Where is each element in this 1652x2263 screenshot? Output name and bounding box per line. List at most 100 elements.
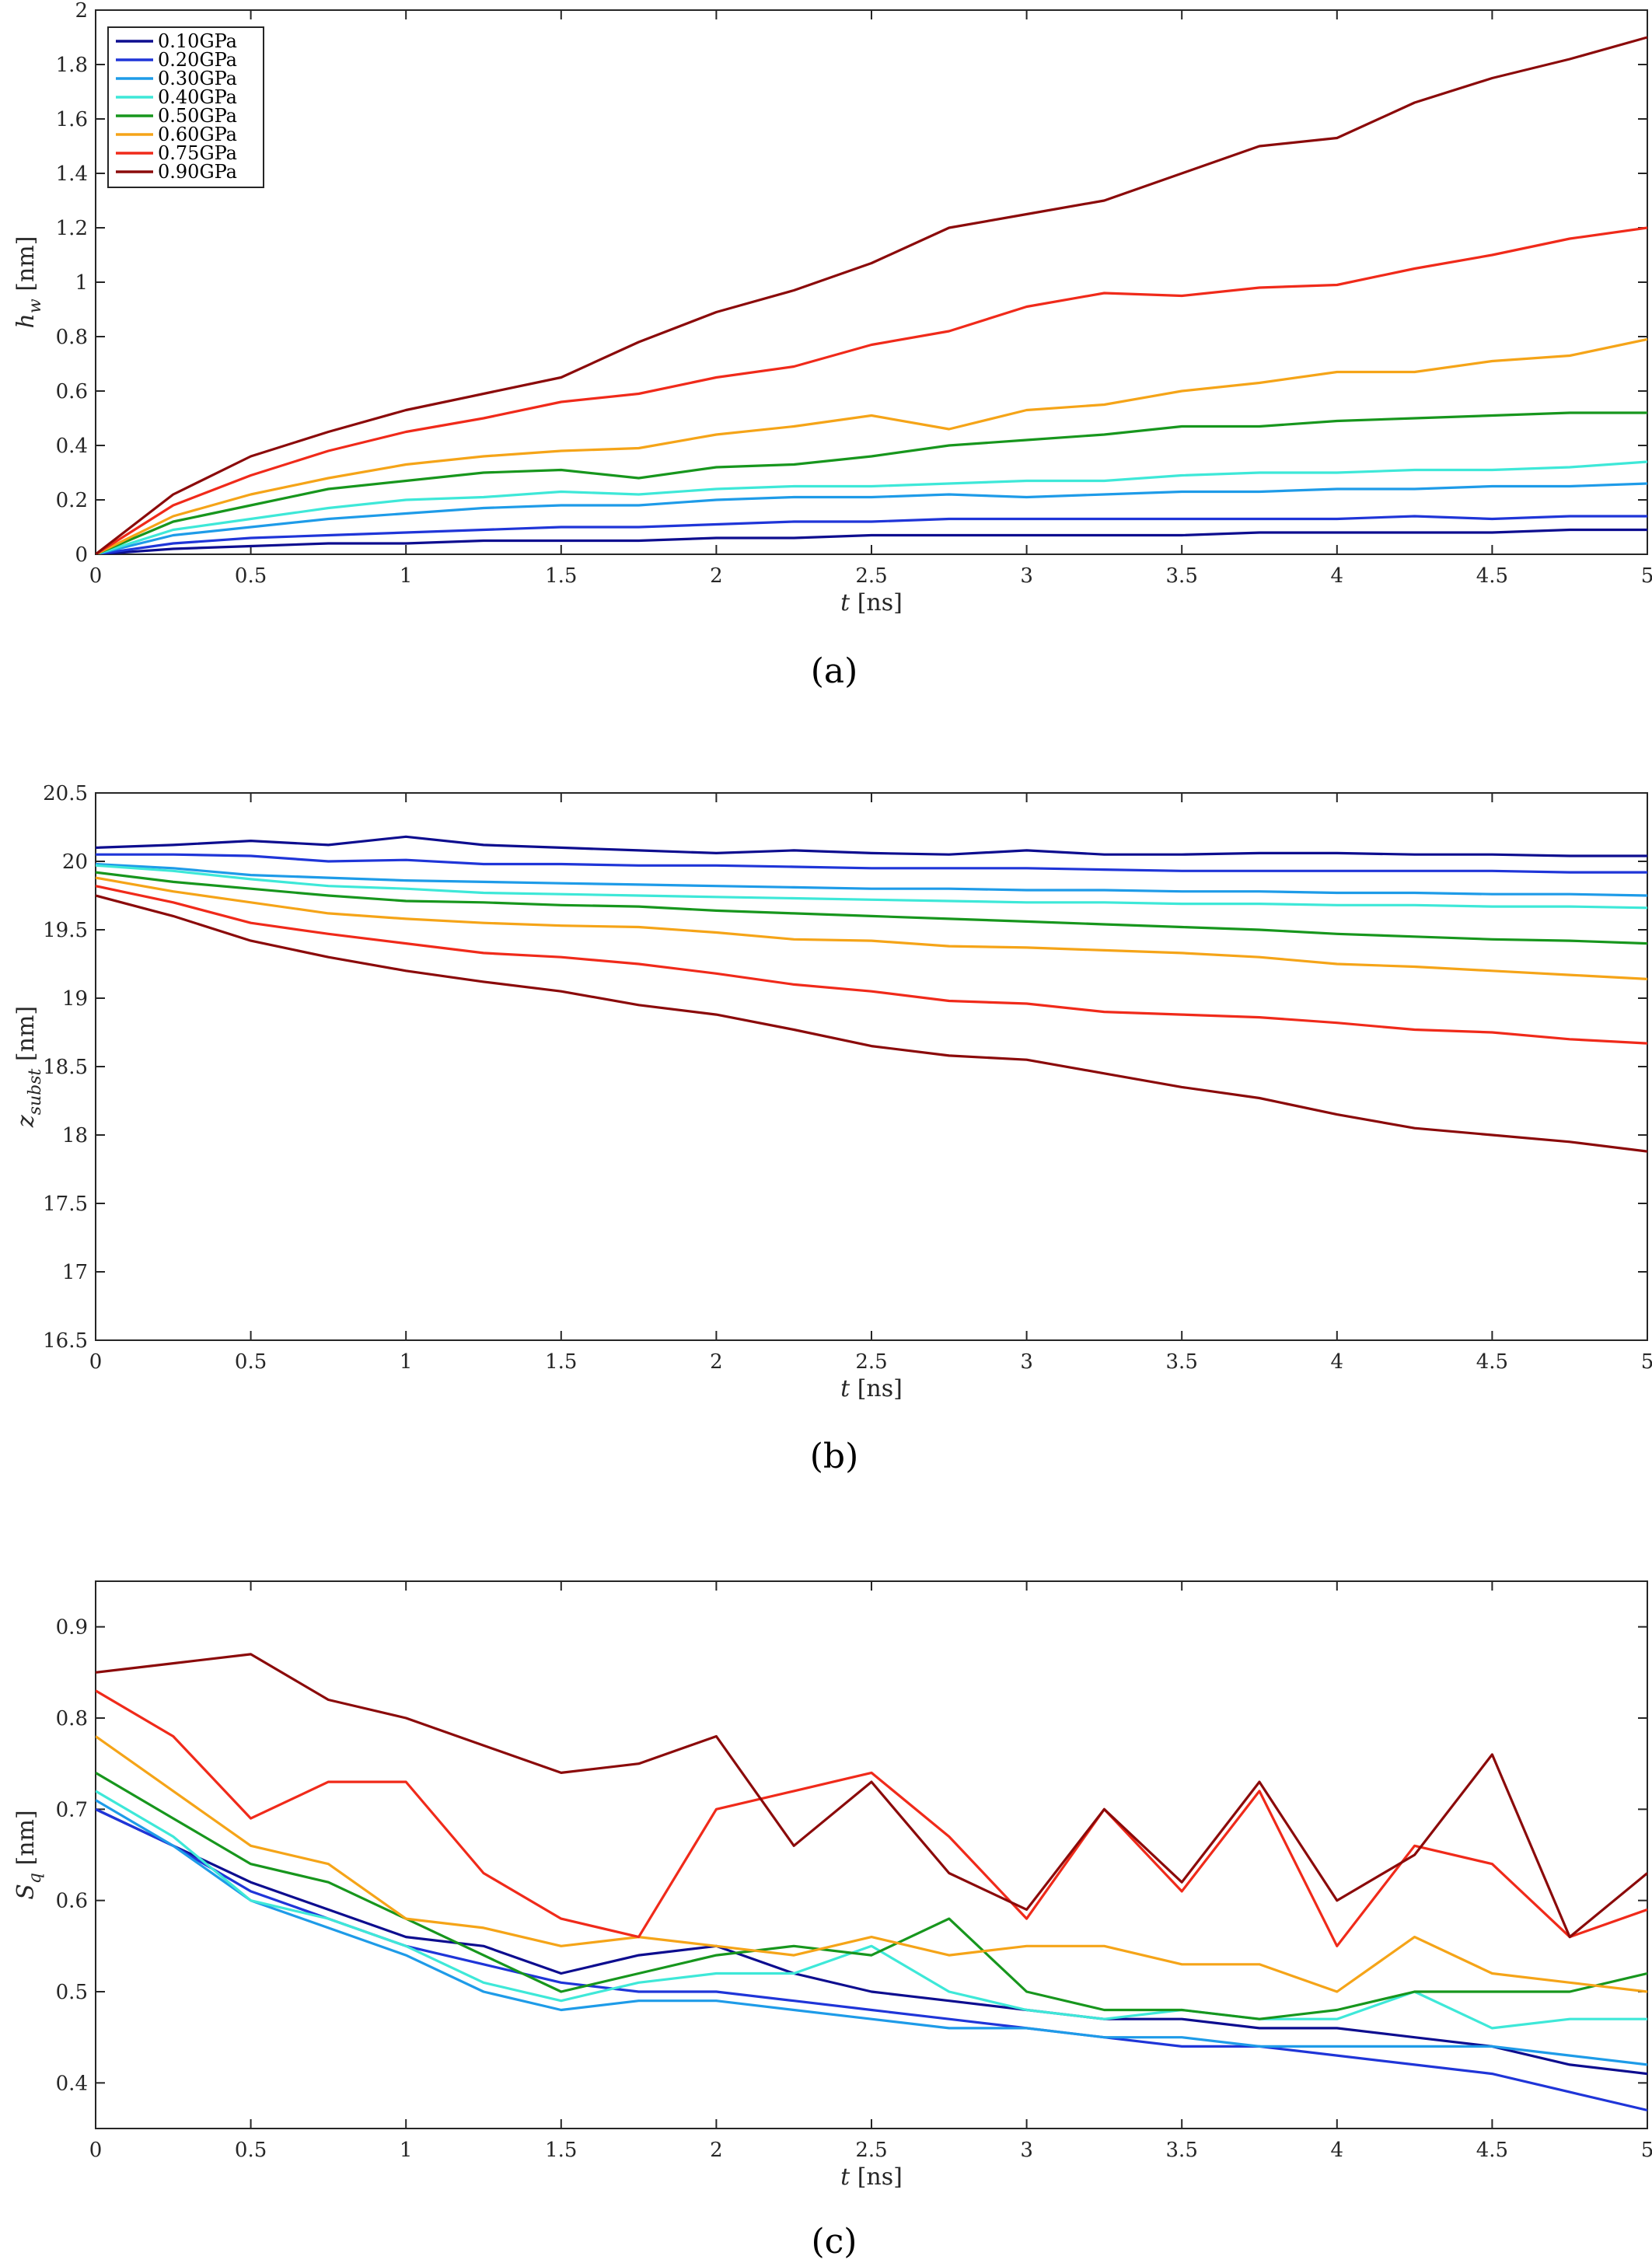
x-tick-label: 4	[1331, 1350, 1344, 1374]
x-tick-label: 3	[1020, 2139, 1033, 2162]
y-tick-label: 20.5	[43, 782, 88, 805]
series-line-0.10GPa	[96, 528, 1647, 554]
x-tick-label: 1.5	[545, 564, 577, 588]
legend-label: 0.40GPa	[158, 86, 237, 108]
panel-a: 0 0.5 1 1.5 2 2.5 3 3.5 4 4.5 5 0 0.2 0.4 0.6 0.8 1 1.2 1.…	[12, 0, 1652, 691]
axis-label: t [ns]	[840, 2163, 903, 2191]
series-line-0.10GPa	[96, 835, 1647, 857]
x-tick-label: 4.5	[1476, 2139, 1508, 2162]
y-tick-label: 18.5	[43, 1056, 88, 1079]
x-tick-label: 3	[1020, 1350, 1033, 1374]
y-tick-label: 18	[62, 1124, 88, 1147]
series-line-0.60GPa	[96, 337, 1647, 554]
x-tick-label: 1	[400, 1350, 413, 1374]
x-tick-label: 0.5	[235, 2139, 267, 2162]
x-tick-label: 2	[710, 1350, 723, 1374]
series-line-0.30GPa	[96, 1799, 1647, 2066]
series-group	[96, 36, 1647, 554]
x-tick-label: 1	[400, 2139, 413, 2162]
y-tick-label: 0	[75, 543, 88, 567]
y-tick-label: 19.5	[43, 919, 88, 942]
y-tick-label: 0.5	[56, 1981, 88, 2004]
legend-label: 0.90GPa	[158, 161, 237, 183]
x-tick-label: 1	[400, 564, 413, 588]
legend-label: 0.50GPa	[158, 105, 237, 127]
y-tick-label: 0.4	[56, 435, 88, 458]
y-tick-label: 1.2	[56, 217, 88, 240]
x-tick-label: 4.5	[1476, 564, 1508, 588]
x-tick-label: 0.5	[235, 564, 267, 588]
series-group	[96, 835, 1647, 1153]
series-line-0.40GPa	[96, 460, 1647, 554]
series-line-0.10GPa	[96, 1807, 1647, 2076]
x-tick-label: 3.5	[1166, 2139, 1198, 2162]
series-line-0.75GPa	[96, 1689, 1647, 1947]
y-tick-label: 1.4	[56, 162, 88, 186]
x-tick-label: 0	[89, 564, 103, 588]
y-tick-label: 19	[62, 987, 88, 1011]
series-group	[96, 1653, 1647, 2112]
y-tick-label: 2	[75, 0, 88, 23]
series-line-0.20GPa	[96, 515, 1647, 554]
y-tick-label: 0.6	[56, 380, 88, 403]
axis-label: t [ns]	[840, 589, 903, 616]
series-line-0.40GPa	[96, 864, 1647, 910]
series-line-0.90GPa	[96, 1653, 1647, 1939]
legend-label: 0.60GPa	[158, 124, 237, 145]
x-tick-label: 5	[1641, 2139, 1652, 2162]
legend-label: 0.10GPa	[158, 30, 237, 52]
y-tick-label: 0.6	[56, 1890, 88, 1913]
y-tick-label: 0.7	[56, 1798, 88, 1821]
legend: 0.10GPa0.20GPa0.30GPa0.40GPa0.50GPa0.60G…	[107, 26, 264, 188]
legend-label: 0.20GPa	[158, 49, 237, 71]
y-tick-label: 16.5	[43, 1329, 88, 1353]
y-tick-label: 0.9	[56, 1616, 88, 1640]
x-tick-label: 0	[89, 2139, 103, 2162]
series-line-0.50GPa	[96, 1772, 1647, 2020]
series-line-0.30GPa	[96, 482, 1647, 554]
axis-label: Sq [nm]	[12, 1810, 45, 1899]
series-line-0.50GPa	[96, 871, 1647, 945]
legend-label: 0.75GPa	[158, 142, 237, 164]
x-tick-label: 4	[1331, 2139, 1344, 2162]
x-tick-label: 2	[710, 2139, 723, 2162]
axis-label: t [ns]	[840, 1375, 903, 1402]
x-tick-label: 4.5	[1476, 1350, 1508, 1374]
x-tick-label: 5	[1641, 1350, 1652, 1374]
x-tick-label: 3	[1020, 564, 1033, 588]
series-line-0.90GPa	[96, 36, 1647, 554]
series-line-0.60GPa	[96, 876, 1647, 980]
x-tick-label: 2.5	[855, 2139, 887, 2162]
y-tick-label: 1.6	[56, 108, 88, 131]
panel-caption: (b)	[810, 1437, 859, 1476]
axis-label: hw [nm]	[12, 236, 45, 329]
y-tick-label: 17	[62, 1261, 88, 1284]
x-tick-label: 4	[1331, 564, 1344, 588]
series-line-0.50GPa	[96, 411, 1647, 554]
panel-caption: (c)	[812, 2222, 857, 2261]
x-tick-label: 2	[710, 564, 723, 588]
x-tick-label: 2.5	[855, 1350, 887, 1374]
y-tick-label: 1	[75, 271, 88, 295]
legend-label: 0.30GPa	[158, 68, 237, 89]
series-line-0.75GPa	[96, 226, 1647, 554]
series-line-0.90GPa	[96, 894, 1647, 1153]
y-tick-label: 0.8	[56, 1707, 88, 1730]
panel-caption: (a)	[811, 651, 858, 691]
x-tick-label: 2.5	[855, 564, 887, 588]
series-line-0.30GPa	[96, 862, 1647, 897]
x-tick-label: 1.5	[545, 2139, 577, 2162]
series-line-0.75GPa	[96, 885, 1647, 1045]
axis-label: zsubst [nm]	[12, 1006, 45, 1128]
x-tick-label: 5	[1641, 564, 1652, 588]
x-tick-label: 1.5	[545, 1350, 577, 1374]
y-tick-label: 20	[62, 850, 88, 874]
panel-c: 0 0.5 1 1.5 2 2.5 3 3.5 4 4.5 5 0.4 0.5 0.6 0.7 0.8 0.9 t…	[12, 1580, 1652, 2261]
x-tick-label: 3.5	[1166, 564, 1198, 588]
x-tick-label: 0.5	[235, 1350, 267, 1374]
panel-b: 0 0.5 1 1.5 2 2.5 3 3.5 4 4.5 5 16.5 17 17.5 18 18.5 19 1…	[12, 782, 1652, 1476]
y-tick-label: 0.4	[56, 2072, 88, 2095]
y-tick-label: 0.2	[56, 489, 88, 512]
y-tick-label: 17.5	[43, 1193, 88, 1216]
